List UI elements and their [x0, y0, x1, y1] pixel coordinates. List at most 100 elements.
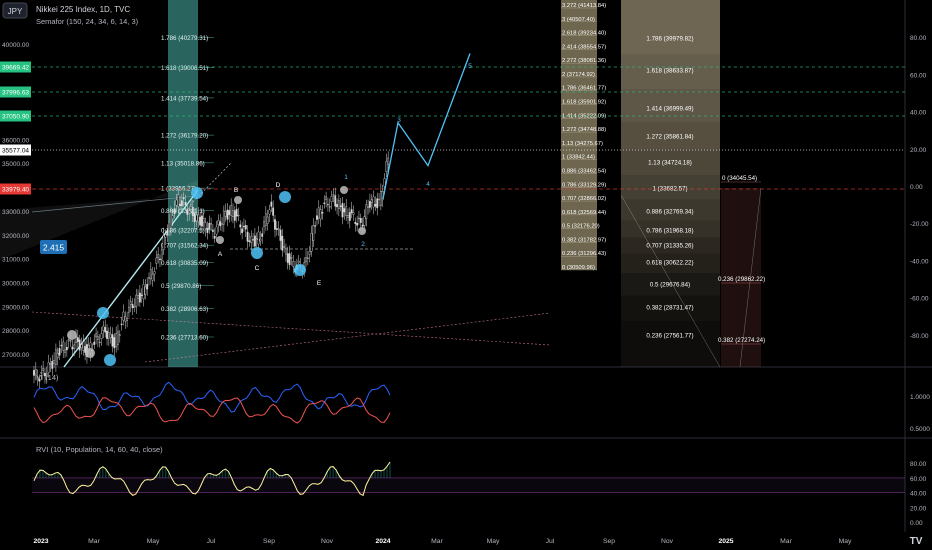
candle-body — [330, 196, 333, 202]
candle-body — [232, 210, 234, 218]
candle-body — [135, 294, 138, 307]
rvi-axis-tick: 0.00 — [910, 520, 923, 527]
candle-body — [228, 210, 231, 215]
candle-body — [71, 346, 74, 350]
wave-label: B — [234, 187, 238, 194]
mid-fib-label: 0.886 (33462.54) — [562, 168, 606, 174]
uptrend-channel — [63, 189, 199, 368]
candle-body — [374, 204, 377, 207]
currency-badge[interactable] — [2, 2, 28, 19]
rvi-axis-tick: 40.00 — [910, 491, 927, 498]
left-fib-label: 0.382 (28906.63) — [161, 306, 208, 313]
vi-axis-tick: 1.0000 — [910, 394, 930, 401]
candle-body — [306, 257, 309, 259]
candle-body — [363, 216, 366, 226]
wave-label: 1 — [344, 174, 348, 181]
candle-body — [365, 204, 368, 219]
candle-body — [34, 369, 37, 375]
candle-body — [235, 208, 238, 217]
wave-label: 3 — [397, 117, 401, 124]
candle-body — [314, 225, 317, 227]
semafor-point — [251, 247, 263, 259]
candle-body — [146, 284, 149, 290]
candle-body — [115, 333, 118, 347]
candle-body — [285, 248, 287, 255]
candle-body — [149, 269, 152, 280]
candle-body — [310, 233, 313, 252]
candle-body — [246, 231, 249, 242]
candle-body — [67, 339, 70, 341]
candle-body — [367, 206, 369, 208]
candle-body — [325, 196, 328, 200]
candle-body — [272, 207, 275, 216]
candle-body — [36, 376, 39, 381]
candle-body — [195, 214, 198, 221]
candle-body — [182, 197, 185, 200]
candle-body — [40, 372, 43, 374]
right-fib-band — [621, 0, 720, 54]
svg-text:TV: TV — [910, 536, 923, 547]
far-right-fib-label: 0.236 (29862.22) — [718, 276, 765, 283]
x-axis-tick: Mar — [780, 538, 792, 545]
semafor-point — [216, 236, 224, 244]
right-fib-label: 0.5 (29676.84) — [650, 282, 690, 289]
left-axis-tick: 30000.00 — [2, 280, 29, 287]
wave-label: A — [218, 251, 223, 258]
left-axis-tick: 28000.00 — [2, 328, 29, 335]
trend-lines — [31, 161, 551, 368]
candle-body — [171, 215, 174, 220]
candle-body — [93, 341, 96, 345]
right-axis-tick: 60.00 — [910, 72, 927, 79]
x-axis-tick: May — [487, 538, 500, 545]
candle-body — [144, 286, 147, 295]
price-label-text: 37996.63 — [2, 90, 29, 97]
x-axis-tick: Nov — [321, 538, 334, 545]
candle-body — [243, 225, 245, 228]
candle-body — [376, 198, 379, 209]
x-axis-tick: May — [147, 538, 160, 545]
semafor-point — [191, 187, 203, 199]
candle-body — [69, 340, 72, 342]
left-fib-label: 1 (33956.27) — [161, 186, 196, 193]
candle-body — [248, 240, 251, 243]
candle-body — [199, 216, 202, 226]
mid-fib-label: 1.272 (34748.88) — [562, 127, 606, 133]
semafor-point — [294, 264, 306, 276]
mid-fib-label: 0.786 (33129.29) — [562, 182, 606, 188]
candle-body — [259, 238, 262, 242]
candle-body — [327, 203, 329, 206]
horizontal-levels — [32, 66, 905, 250]
left-fib-label: 0.707 (31562.34) — [161, 243, 208, 250]
x-axis-tick: Jul — [207, 538, 216, 545]
symbol-title: Nikkei 225 Index, 1D, TVC — [36, 5, 130, 14]
currency-badge-text: JPY — [8, 7, 23, 16]
candle-body — [210, 223, 212, 225]
price-label-text: 35577.04 — [2, 148, 29, 155]
candle-body — [76, 337, 79, 343]
candle-body — [270, 201, 273, 207]
candle-body — [117, 331, 119, 345]
candle-body — [38, 379, 41, 382]
right-fib-band — [621, 321, 720, 367]
candle-body — [244, 225, 247, 230]
left-axis-tick: 32000.00 — [2, 233, 29, 240]
candle-body — [321, 212, 324, 214]
far-right-fib-band — [721, 188, 761, 367]
axes: 1.00000.500080.0060.0040.0020.000.004000… — [0, 35, 930, 545]
mid-fib-label: 3.272 (41413.84) — [562, 3, 606, 9]
candle-body — [292, 261, 295, 267]
candle-body — [64, 349, 66, 353]
candle-body — [148, 277, 150, 279]
candle-body — [151, 274, 154, 281]
candle-body — [126, 318, 129, 321]
semafor-indicator-label: Semafor (150, 24, 34, 6, 14, 3) — [36, 17, 139, 26]
mid-fib-label: 0 (30509.96) — [562, 265, 595, 271]
rvi-indicator-panel — [32, 461, 905, 497]
rvi-line — [33, 461, 391, 497]
candle-body — [191, 206, 194, 216]
elliott-wave-path: A B C D E 1 2 3 4 5 — [67, 53, 472, 366]
rvi-axis-tick: 80.00 — [910, 461, 927, 468]
far-right-fib-label: 0 (34045.54) — [722, 175, 757, 182]
candle-body — [328, 206, 331, 208]
